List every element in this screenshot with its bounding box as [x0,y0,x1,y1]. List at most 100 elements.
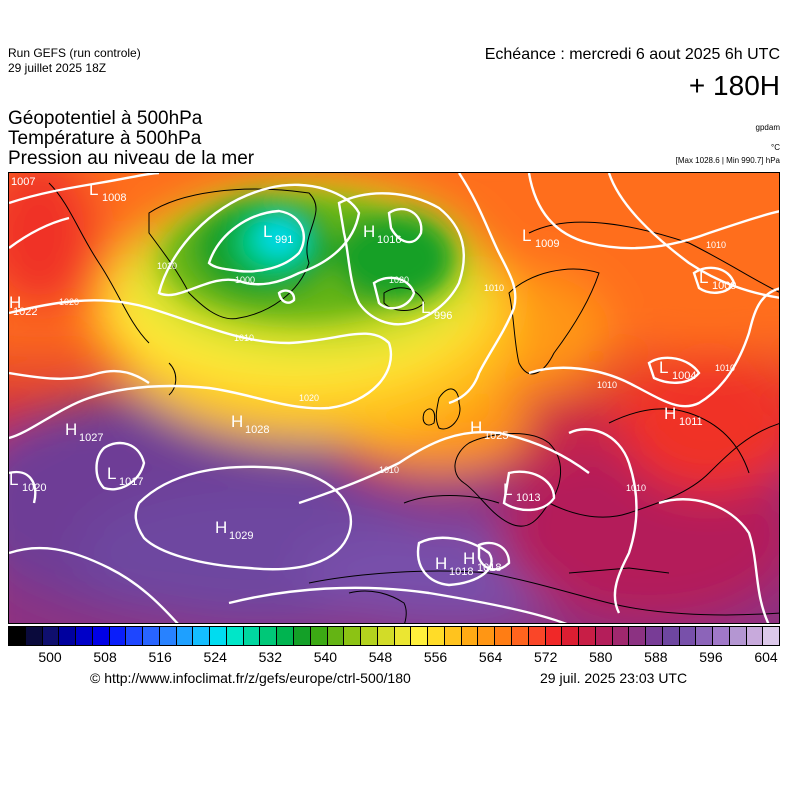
pressure-center: H 1028 [231,412,269,436]
isobar-label: 1020 [389,275,409,285]
pressure-centers: 1007 L 1008 L 991 H 1016 L 1009 L 1009 H1022 … [9,176,736,578]
weather-map: 1010 1000 1020 1010 1020 1010 1010 1020 … [8,172,780,624]
colorbar-cell [361,627,378,645]
pressure-center: L 996 [421,298,452,322]
colorbar-tick-label: 564 [478,649,503,665]
parameter-pressure: Pression au niveau de la mer [8,148,255,169]
svg-text:1007: 1007 [11,176,35,188]
isobar-label: 1010 [234,333,254,343]
svg-text:1017: 1017 [119,476,143,488]
parameter-geopotential: Géopotentiel à 500hPa [8,108,203,129]
svg-text:H: H [231,412,243,431]
colorbar-cell [159,627,177,645]
svg-text:H: H [664,404,676,423]
colorbar-cell [260,627,278,645]
colorbar-tick-label: 524 [203,649,227,665]
colorbar-cell [377,627,395,645]
colorbar-cell [344,627,362,645]
pressure-center: 1007 [11,176,35,188]
colorbar [8,626,780,646]
colorbar-cell [143,627,160,645]
svg-text:L: L [699,268,708,287]
colorbar-cell [763,627,780,645]
generated-date: 29 juil. 2025 23:03 UTC [540,670,688,686]
colorbar-cell [210,627,227,645]
svg-text:1018: 1018 [477,562,501,574]
colorbar-cell [729,627,747,645]
pressure-center: L 1009 [522,226,559,250]
colorbar-tick-label: 572 [534,649,558,665]
svg-text:996: 996 [434,310,452,322]
svg-text:L: L [107,464,116,483]
pressure-center: H 1025 [470,418,508,442]
svg-text:1011: 1011 [679,416,703,428]
svg-text:1029: 1029 [229,530,253,542]
svg-text:L: L [659,358,668,377]
colorbar-cell [226,627,244,645]
svg-text:H: H [9,293,21,312]
svg-text:1027: 1027 [79,432,103,444]
svg-text:1025: 1025 [484,430,508,442]
colorbar-cell [59,627,77,645]
colorbar-cell [662,627,680,645]
svg-text:1018: 1018 [449,566,473,578]
unit-temperature: °C [771,143,780,152]
pressure-center: H 1018 [435,554,473,578]
svg-text:H: H [363,222,375,241]
pressure-center: L 1004 [659,358,696,382]
colorbar-cell [461,627,479,645]
svg-text:1022: 1022 [13,306,37,318]
colorbar-cell [394,627,412,645]
colorbar-tick-label: 596 [699,649,723,665]
svg-text:1013: 1013 [516,492,540,504]
parameter-temperature: Température à 500hPa [8,128,202,149]
isobars [9,173,779,623]
svg-text:L: L [522,226,531,245]
svg-text:1016: 1016 [377,234,401,246]
svg-text:1008: 1008 [102,192,126,204]
isobar-label: 1010 [379,465,399,475]
pressure-center: H 1016 [363,222,401,246]
colorbar-cell [277,627,295,645]
colorbar-cell [545,627,563,645]
colorbar-tick-label: 556 [423,649,448,665]
pressure-center: L 1013 [503,480,540,504]
colorbar-tick-label: 532 [258,649,282,665]
isobar-label: 1020 [299,393,319,403]
colorbar-cell [495,627,512,645]
isobar-label: 1010 [706,240,726,250]
colorbar-cell [428,627,445,645]
pressure-center: H 1018 [463,549,501,574]
colorbar-cell [579,627,596,645]
svg-text:1009: 1009 [535,238,559,250]
pressure-center: L 991 [263,222,293,246]
colorbar-ticks: 500 508 516 524 532 540 548 556 564 572 580 588 596 6… [8,649,780,667]
isobar-label: 1010 [157,261,177,271]
colorbar-cell [126,627,144,645]
svg-text:L: L [263,222,272,241]
colorbar-cell [595,627,613,645]
colorbar-tick-label: 548 [368,649,393,665]
isobar-label: 1020 [59,297,79,307]
colorbar-cell [193,627,211,645]
svg-text:H: H [470,418,482,437]
colorbar-cell [528,627,546,645]
colorbar-cell [411,627,429,645]
colorbar-cell [327,627,345,645]
colorbar-cell [746,627,764,645]
colorbar-cell [646,627,663,645]
colorbar-cell [42,627,60,645]
svg-text:H: H [65,420,77,439]
pressure-center: H 1029 [215,518,253,542]
pressure-center: L 1009 [699,268,736,292]
pressure-center: H 1027 [65,420,103,444]
run-date: 29 juillet 2025 18Z [8,61,107,75]
colorbar-cell [176,627,194,645]
pressure-max-min: [Max 1028.6 | Min 990.7] hPa [675,156,780,165]
unit-geopotential: gpdam [755,123,780,132]
colorbar-cell [511,627,529,645]
colorbar-cell [310,627,328,645]
colorbar-tick-label: 588 [644,649,668,665]
svg-text:991: 991 [275,234,293,246]
